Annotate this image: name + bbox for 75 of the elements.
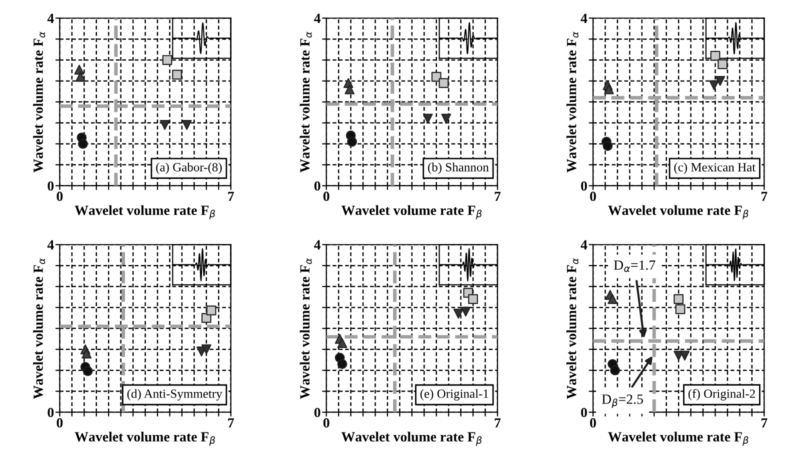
x-tick-label: 7 bbox=[761, 192, 768, 201]
point bbox=[604, 84, 614, 94]
point bbox=[468, 294, 478, 304]
point bbox=[460, 306, 471, 317]
y-axis-title: Wavelet volume rate F$_{α}$ bbox=[300, 258, 312, 399]
point bbox=[78, 138, 88, 149]
point bbox=[709, 80, 719, 90]
x-axis-title: Wavelet volume rate F$_{β}$ bbox=[608, 432, 748, 446]
x-tick-label: 0 bbox=[323, 192, 330, 202]
y-tick-label: 0 bbox=[314, 181, 320, 191]
x-tick-label: 7 bbox=[761, 418, 768, 428]
x-tick-label: 0 bbox=[56, 418, 63, 428]
point bbox=[172, 70, 182, 80]
point bbox=[82, 366, 93, 376]
y-axis-title: Wavelet volume rate F$_{α}$ bbox=[566, 258, 578, 399]
annotation: (a) Gabor-(8) bbox=[156, 162, 222, 174]
y-tick-label: 4 bbox=[314, 14, 321, 23]
y-tick-label: 0 bbox=[581, 408, 587, 418]
y-tick-label: 0 bbox=[48, 181, 54, 191]
point bbox=[602, 140, 613, 151]
y-axis-title: Wavelet volume rate F$_{α}$ bbox=[300, 32, 312, 172]
x-axis-title: Wavelet volume rate F$_{β}$ bbox=[74, 432, 215, 446]
point bbox=[675, 304, 686, 314]
point bbox=[337, 359, 348, 369]
y-tick-label: 0 bbox=[48, 408, 54, 418]
point bbox=[337, 338, 348, 348]
y-axis-title: Wavelet volume rate F$_{α}$ bbox=[33, 32, 46, 172]
y-tick-label: 4 bbox=[580, 14, 588, 23]
point bbox=[453, 308, 464, 319]
point bbox=[441, 114, 452, 124]
y-tick-label: 0 bbox=[314, 408, 320, 418]
x-tick-label: 7 bbox=[494, 418, 501, 428]
ref-line-label: D$_{β}$=2.5 bbox=[602, 394, 643, 408]
x-tick-label: 7 bbox=[228, 418, 234, 428]
ref-line-label: D$_{α}$=1.7 bbox=[614, 260, 656, 272]
point bbox=[344, 84, 355, 94]
y-tick-label: 0 bbox=[581, 181, 587, 191]
y-tick-label: 4 bbox=[47, 240, 54, 250]
annotation: (c) Mexican Hat bbox=[674, 162, 756, 174]
point bbox=[206, 305, 216, 316]
point bbox=[422, 114, 433, 124]
annotation: (e) Original-1 bbox=[420, 389, 488, 400]
x-axis-title: Wavelet volume rate F$_{β}$ bbox=[608, 205, 748, 220]
x-tick-label: 0 bbox=[590, 418, 596, 428]
x-tick-label: 0 bbox=[56, 192, 63, 202]
x-tick-label: 0 bbox=[323, 418, 330, 428]
x-axis-title: Wavelet volume rate F$_{β}$ bbox=[341, 205, 482, 220]
point bbox=[710, 50, 720, 61]
x-axis-title: Wavelet volume rate F$_{β}$ bbox=[74, 205, 215, 220]
x-tick-label: 0 bbox=[590, 192, 596, 202]
x-tick-label: 7 bbox=[228, 192, 234, 201]
annotation: (b) Shannon bbox=[428, 162, 489, 174]
point bbox=[201, 344, 212, 354]
point bbox=[76, 72, 86, 82]
point bbox=[674, 294, 684, 304]
x-tick-label: 7 bbox=[494, 192, 501, 201]
point bbox=[347, 136, 357, 147]
annotation: (d) Anti-Symmetry bbox=[127, 389, 222, 400]
point bbox=[610, 365, 620, 376]
point bbox=[438, 78, 449, 88]
point bbox=[182, 120, 192, 130]
point bbox=[82, 348, 92, 359]
x-axis-title: Wavelet volume rate F$_{β}$ bbox=[341, 432, 482, 446]
point bbox=[680, 350, 690, 361]
y-axis-title: Wavelet volume rate F$_{α}$ bbox=[566, 32, 578, 172]
point bbox=[162, 55, 172, 65]
y-tick-label: 4 bbox=[47, 14, 54, 23]
y-tick-label: 4 bbox=[580, 240, 588, 250]
y-tick-label: 4 bbox=[314, 240, 321, 250]
point bbox=[715, 76, 726, 86]
point bbox=[718, 59, 728, 70]
annotation: (f) Original-2 bbox=[688, 389, 755, 400]
y-axis-title: Wavelet volume rate F$_{α}$ bbox=[33, 258, 46, 399]
point bbox=[160, 120, 170, 130]
point bbox=[608, 294, 618, 304]
